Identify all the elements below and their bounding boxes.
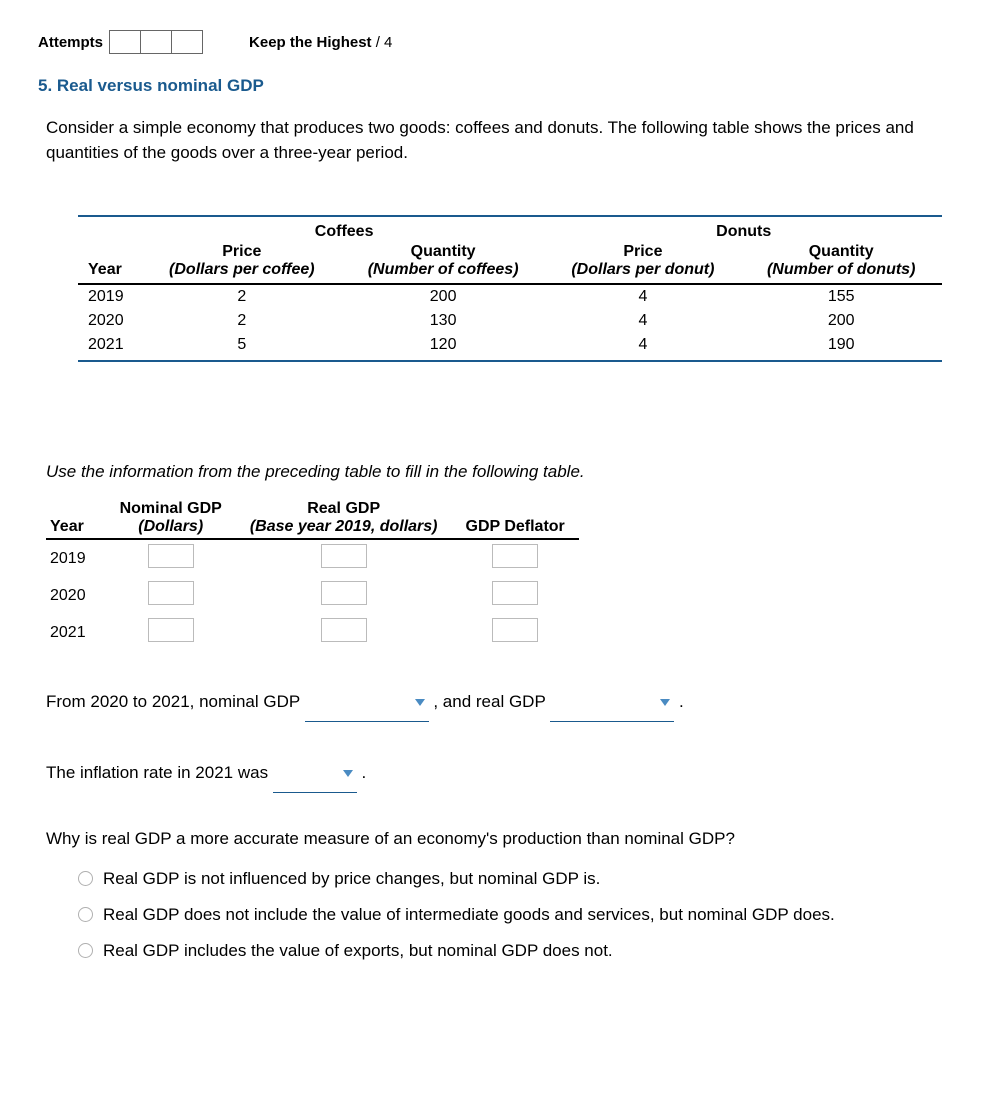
radio-icon[interactable] bbox=[78, 871, 93, 886]
mc-option-label: Real GDP includes the value of exports, … bbox=[103, 939, 613, 963]
real-gdp-input[interactable] bbox=[321, 581, 367, 605]
mc-option[interactable]: Real GDP does not include the value of i… bbox=[78, 903, 968, 927]
radio-icon[interactable] bbox=[78, 907, 93, 922]
attempts-label: Attempts bbox=[38, 34, 103, 51]
prompt-text: Consider a simple economy that produces … bbox=[46, 116, 968, 165]
keep-highest-label: Keep the Highest / 4 bbox=[249, 34, 392, 51]
instruction-text: Use the information from the preceding t… bbox=[46, 462, 968, 482]
deflator-input[interactable] bbox=[492, 581, 538, 605]
fill-sentence-1: From 2020 to 2021, nominal GDP , and rea… bbox=[46, 685, 968, 722]
col-header: GDP Deflator bbox=[452, 518, 579, 539]
chevron-down-icon bbox=[660, 699, 670, 706]
col-header: Quantity bbox=[341, 243, 546, 261]
table-row: 2021 5 120 4 190 bbox=[78, 333, 942, 361]
real-gdp-input[interactable] bbox=[321, 618, 367, 642]
table-row: 2020 2 130 4 200 bbox=[78, 309, 942, 333]
mc-option-label: Real GDP is not influenced by price chan… bbox=[103, 867, 600, 891]
question-title: 5. Real versus nominal GDP bbox=[38, 76, 968, 96]
col-header: Price bbox=[545, 243, 740, 261]
nominal-gdp-input[interactable] bbox=[148, 581, 194, 605]
real-gdp-change-dropdown[interactable] bbox=[550, 685, 674, 722]
year-header: Year bbox=[46, 518, 106, 539]
col-header: Nominal GDP bbox=[106, 500, 236, 518]
attempt-box[interactable] bbox=[110, 31, 141, 53]
nominal-gdp-change-dropdown[interactable] bbox=[305, 685, 429, 722]
nominal-gdp-input[interactable] bbox=[148, 544, 194, 568]
inflation-rate-dropdown[interactable] bbox=[273, 756, 357, 793]
group-header-donuts: Donuts bbox=[545, 216, 942, 243]
mc-option-label: Real GDP does not include the value of i… bbox=[103, 903, 835, 927]
attempt-boxes bbox=[109, 30, 203, 54]
deflator-input[interactable] bbox=[492, 618, 538, 642]
col-header: Quantity bbox=[740, 243, 942, 261]
chevron-down-icon bbox=[415, 699, 425, 706]
chevron-down-icon bbox=[343, 770, 353, 777]
nominal-gdp-input[interactable] bbox=[148, 618, 194, 642]
mc-option[interactable]: Real GDP is not influenced by price chan… bbox=[78, 867, 968, 891]
year-header: Year bbox=[78, 261, 143, 284]
data-table: Coffees Donuts Price Quantity Price Quan… bbox=[78, 215, 942, 362]
deflator-input[interactable] bbox=[492, 544, 538, 568]
input-table: Nominal GDP Real GDP Year (Dollars) (Bas… bbox=[46, 500, 579, 651]
table-row: 2019 bbox=[46, 539, 579, 577]
mc-option[interactable]: Real GDP includes the value of exports, … bbox=[78, 939, 968, 963]
group-header-coffees: Coffees bbox=[143, 216, 546, 243]
fill-sentence-2: The inflation rate in 2021 was . bbox=[46, 756, 968, 793]
attempt-box[interactable] bbox=[172, 31, 202, 53]
table-row: 2019 2 200 4 155 bbox=[78, 284, 942, 309]
attempt-box[interactable] bbox=[141, 31, 172, 53]
mc-options: Real GDP is not influenced by price chan… bbox=[78, 867, 968, 962]
radio-icon[interactable] bbox=[78, 943, 93, 958]
table-row: 2020 bbox=[46, 577, 579, 614]
attempts-row: Attempts Keep the Highest / 4 bbox=[38, 30, 968, 54]
col-header: Real GDP bbox=[236, 500, 452, 518]
table-row: 2021 bbox=[46, 614, 579, 651]
real-gdp-input[interactable] bbox=[321, 544, 367, 568]
mc-question: Why is real GDP a more accurate measure … bbox=[46, 829, 968, 849]
col-header: Price bbox=[143, 243, 341, 261]
